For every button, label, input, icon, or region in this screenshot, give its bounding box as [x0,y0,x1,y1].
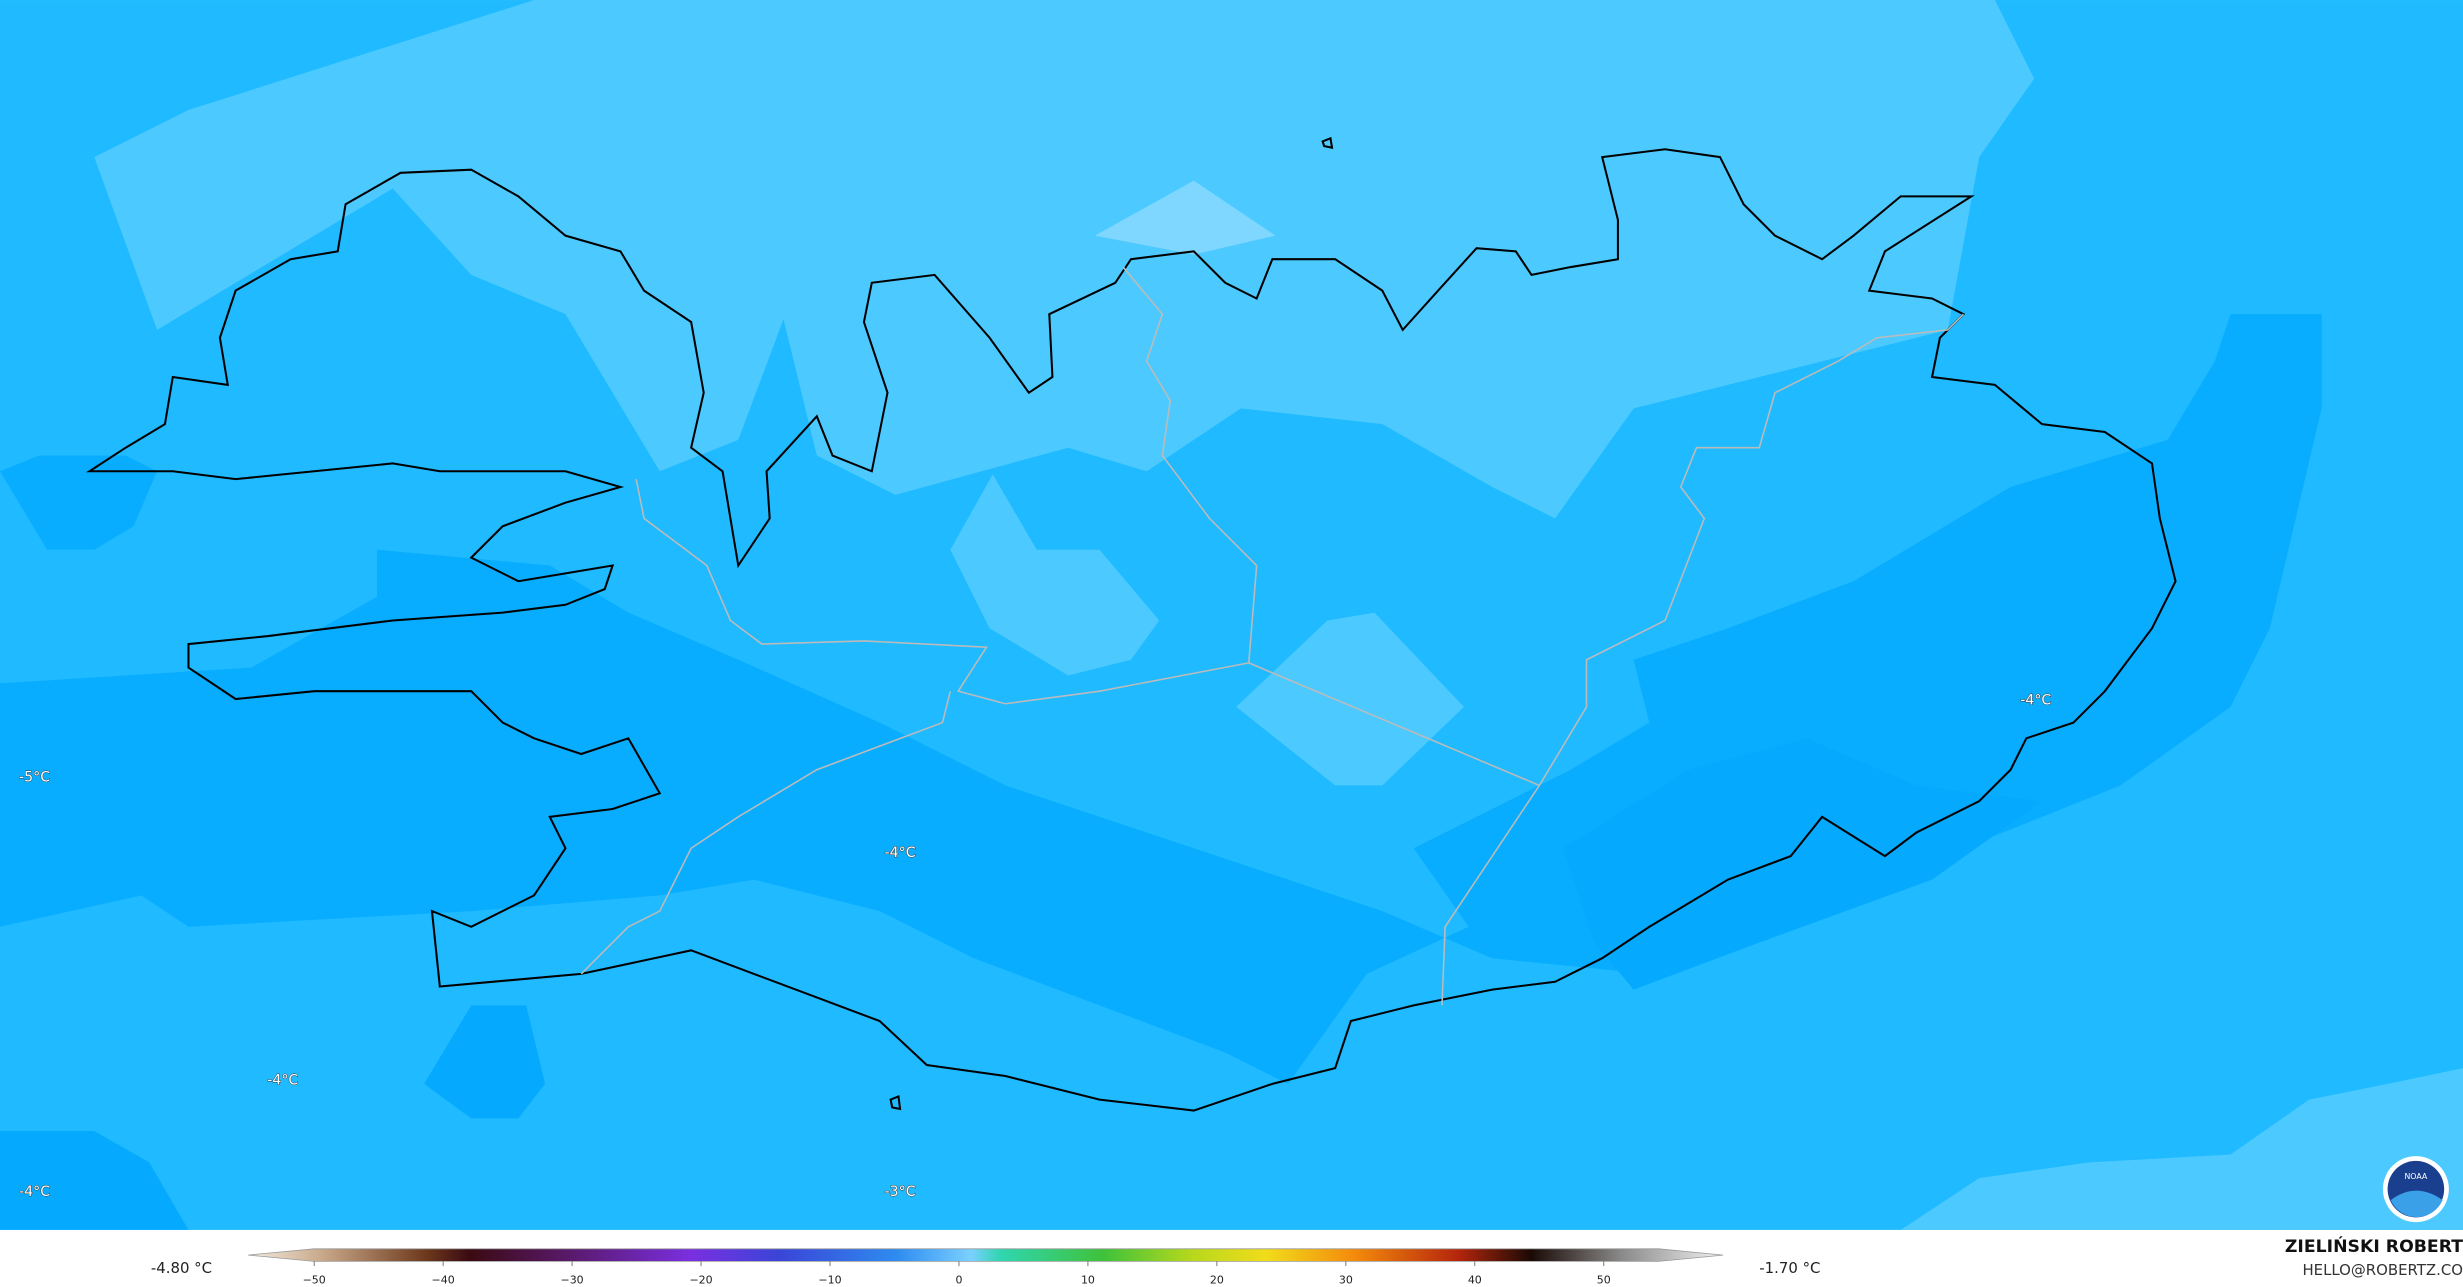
colorbar-tick-label: 10 [1081,1273,1095,1286]
temperature-label: -3°C [885,1184,916,1200]
credit-name: ZIELIŃSKI ROBERT [2285,1235,2463,1257]
temperature-label: -4°C [267,1073,298,1089]
coastline [86,136,2177,1112]
colorbar-tick-label: −30 [560,1273,583,1286]
colorbar [248,1248,1724,1262]
region-borders [580,266,1965,1006]
colorbar-tick-label: 30 [1339,1273,1353,1286]
temperature-labels: -5°C -4°C -4°C -4°C -3°C -4°C [19,692,2052,1201]
temperature-label: -4°C [2020,693,2051,709]
colorbar-tick-label: 40 [1468,1273,1482,1286]
colorbar-ticks: −50 −40 −30 −20 −10 0 10 20 30 40 50 [303,1261,1611,1286]
logo-text: NOAA [2404,1172,2427,1181]
temperature-label: -4°C [19,1184,50,1200]
temperature-label: -5°C [19,770,50,786]
colorbar-tick-label: 0 [955,1273,962,1286]
colorbar-tick-label: 20 [1210,1273,1224,1286]
credit-email: HELLO@ROBERTZ.CO [2302,1261,2463,1279]
temperature-label: -4°C [885,845,916,861]
colorbar-tick-label: −40 [432,1273,455,1286]
temperature-field [0,0,2463,1230]
colorbar-tick-label: −20 [689,1273,712,1286]
colorbar-min: -4.80 °C [151,1259,212,1277]
colorbar-tick-label: −10 [818,1273,841,1286]
colorbar-tick-label: 50 [1597,1273,1611,1286]
colorbar-max: -1.70 °C [1759,1259,1820,1277]
logo: NOAA [2382,1156,2449,1223]
colorbar-tick-label: −50 [303,1273,326,1286]
